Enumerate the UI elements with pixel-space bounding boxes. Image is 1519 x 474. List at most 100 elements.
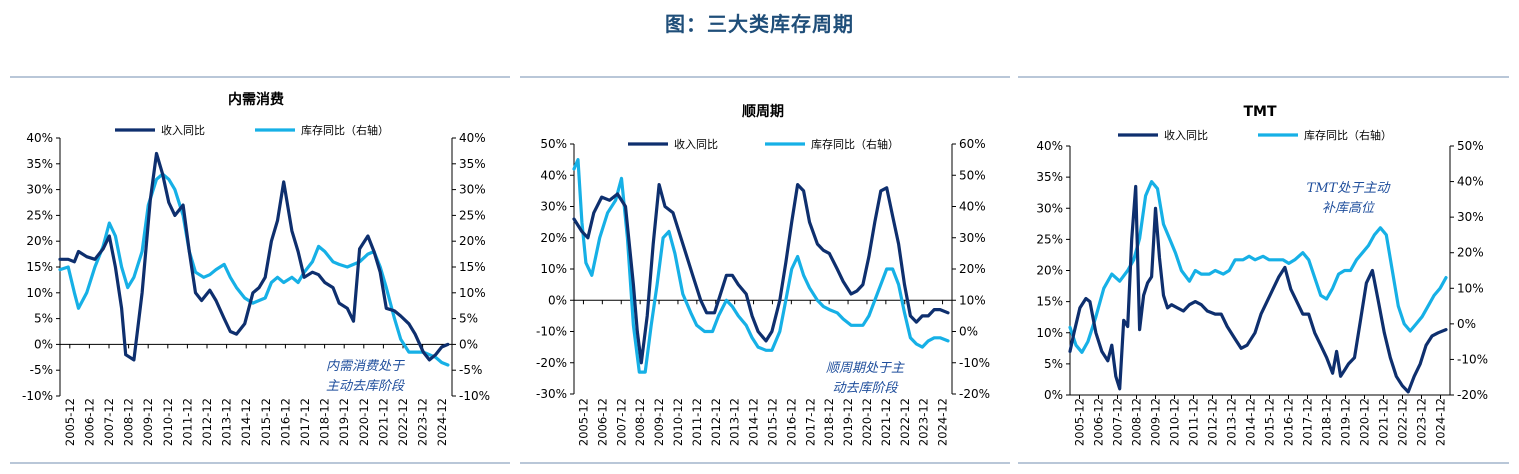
right-tick-label: 30% — [959, 231, 986, 245]
left-tick-label: 20% — [540, 231, 567, 245]
annotation-text: 主动去库阶段 — [326, 379, 406, 394]
x-tick-label: 2011-12 — [1187, 398, 1201, 446]
x-tick-label: 2012-12 — [1206, 398, 1220, 446]
x-tick-label: 2024-12 — [1434, 398, 1448, 446]
x-tick-label: 2011-12 — [180, 398, 194, 446]
legend-label-inventory: 库存同比（右轴） — [1304, 128, 1392, 142]
left-tick-label: 20% — [26, 234, 53, 248]
x-tick-label: 2016-12 — [278, 398, 292, 446]
x-tick-label: 2013-12 — [728, 398, 742, 446]
left-tick-label: 50% — [540, 137, 567, 151]
left-tick-label: 40% — [540, 168, 567, 182]
right-tick-label: 0% — [959, 325, 978, 339]
x-tick-label: 2007-12 — [1111, 398, 1125, 446]
right-tick-label: 20% — [1457, 246, 1484, 260]
left-tick-label: 30% — [1036, 201, 1063, 215]
x-tick-label: 2021-12 — [1377, 398, 1391, 446]
x-tick-label: 2024-12 — [435, 398, 449, 446]
left-tick-label: 35% — [26, 157, 53, 171]
right-tick-label: -20% — [959, 387, 990, 401]
x-tick-label: 2014-12 — [1244, 398, 1258, 446]
x-tick-label: 2006-12 — [82, 398, 96, 446]
right-tick-label: 25% — [459, 208, 486, 222]
x-tick-label: 2023-12 — [1415, 398, 1429, 446]
x-tick-label: 2005-12 — [576, 398, 590, 446]
right-tick-label: -20% — [1457, 388, 1488, 402]
x-tick-label: 2014-12 — [747, 398, 761, 446]
left-tick-label: 10% — [26, 286, 53, 300]
chart-consumer: 内需消费 -10% -5% 0% 5% 10% 15% 20% 25% 30% 35% 40% -10%… — [22, 91, 490, 446]
annotation-text: TMT处于主动 — [1307, 181, 1392, 196]
x-tick-label: 2014-12 — [239, 398, 253, 446]
right-tick-label: -10% — [1457, 352, 1488, 366]
x-tick-label: 2005-12 — [63, 398, 77, 446]
panel-bottom-rule — [1018, 462, 1509, 464]
right-tick-label: 40% — [1457, 175, 1484, 189]
x-tick-label: 2022-12 — [1396, 398, 1410, 446]
x-tick-label: 2023-12 — [416, 398, 430, 446]
x-tick-label: 2009-12 — [141, 398, 155, 446]
x-tick-label: 2022-12 — [898, 398, 912, 446]
panel-top-rule — [520, 76, 1010, 78]
x-tick-label: 2010-12 — [1168, 398, 1182, 446]
chart-panel-tmt: TMT 0% 5% 10% 15% 20% 25% 30% 35% 40% -20% -10% 0% 10… — [1018, 72, 1509, 464]
x-tick-label: 2015-12 — [765, 398, 779, 446]
legend-label-revenue: 收入同比 — [161, 123, 205, 137]
x-tick-label: 2013-12 — [1225, 398, 1239, 446]
right-tick-label: 20% — [459, 234, 486, 248]
left-tick-label: 0% — [548, 293, 567, 307]
x-tick-label: 2005-12 — [1073, 398, 1087, 446]
x-tick-label: 2018-12 — [1320, 398, 1334, 446]
x-tick-label: 2018-12 — [318, 398, 332, 446]
left-tick-label: 0% — [34, 337, 53, 351]
right-tick-label: 30% — [1457, 210, 1484, 224]
x-tick-label: 2019-12 — [1339, 398, 1353, 446]
x-tick-label: 2013-12 — [220, 398, 234, 446]
x-tick-label: 2020-12 — [1358, 398, 1372, 446]
x-tick-label: 2018-12 — [822, 398, 836, 446]
x-tick-label: 2007-12 — [614, 398, 628, 446]
chart-panel-cyclical: 顺周期 -30% -20% -10% 0% 10% 20% 30% 40% 50% -20% -10%… — [520, 72, 1010, 464]
annotation-text: 补库高位 — [1322, 200, 1376, 216]
panel-bottom-rule — [10, 462, 510, 464]
panel-top-rule — [10, 76, 510, 78]
left-tick-label: 0% — [1044, 388, 1063, 402]
right-tick-label: 35% — [459, 157, 486, 171]
x-tick-label: 2009-12 — [1149, 398, 1163, 446]
x-tick-label: 2006-12 — [1092, 398, 1106, 446]
left-tick-label: 5% — [1044, 357, 1063, 371]
left-tick-label: -20% — [536, 356, 567, 370]
left-tick-label: 20% — [1036, 264, 1063, 278]
x-tick-label: 2012-12 — [709, 398, 723, 446]
x-tick-label: 2021-12 — [879, 398, 893, 446]
x-tick-label: 2006-12 — [595, 398, 609, 446]
legend-label-revenue: 收入同比 — [674, 137, 718, 151]
chart-title: 顺周期 — [742, 104, 784, 120]
series-line-revenue — [572, 183, 950, 365]
x-tick-label: 2007-12 — [102, 398, 116, 446]
right-tick-label: -5% — [459, 363, 482, 377]
annotation-text: 动去库阶段 — [832, 381, 899, 396]
x-tick-label: 2022-12 — [396, 398, 410, 446]
right-tick-label: 50% — [959, 168, 986, 182]
right-tick-label: -10% — [459, 389, 490, 403]
x-tick-label: 2019-12 — [841, 398, 855, 446]
left-tick-label: 10% — [1036, 326, 1063, 340]
chart-title: 内需消费 — [228, 91, 284, 108]
x-tick-label: 2020-12 — [357, 398, 371, 446]
right-tick-label: 10% — [459, 286, 486, 300]
right-tick-label: 60% — [959, 137, 986, 151]
x-tick-label: 2020-12 — [860, 398, 874, 446]
right-tick-label: 0% — [459, 337, 478, 351]
right-tick-label: 40% — [459, 131, 486, 145]
chart-panel-consumer: 内需消费 -10% -5% 0% 5% 10% 15% 20% 25% 30% 35% 40% -10%… — [10, 72, 510, 464]
series-line-revenue — [1068, 184, 1448, 394]
left-tick-label: 10% — [540, 262, 567, 276]
legend-label-inventory: 库存同比（右轴） — [301, 123, 389, 137]
x-tick-label: 2008-12 — [633, 398, 647, 446]
x-tick-label: 2015-12 — [259, 398, 273, 446]
left-tick-label: 5% — [34, 312, 53, 326]
left-tick-label: 30% — [540, 200, 567, 214]
right-tick-label: 50% — [1457, 139, 1484, 153]
series-line-inventory — [58, 172, 450, 367]
